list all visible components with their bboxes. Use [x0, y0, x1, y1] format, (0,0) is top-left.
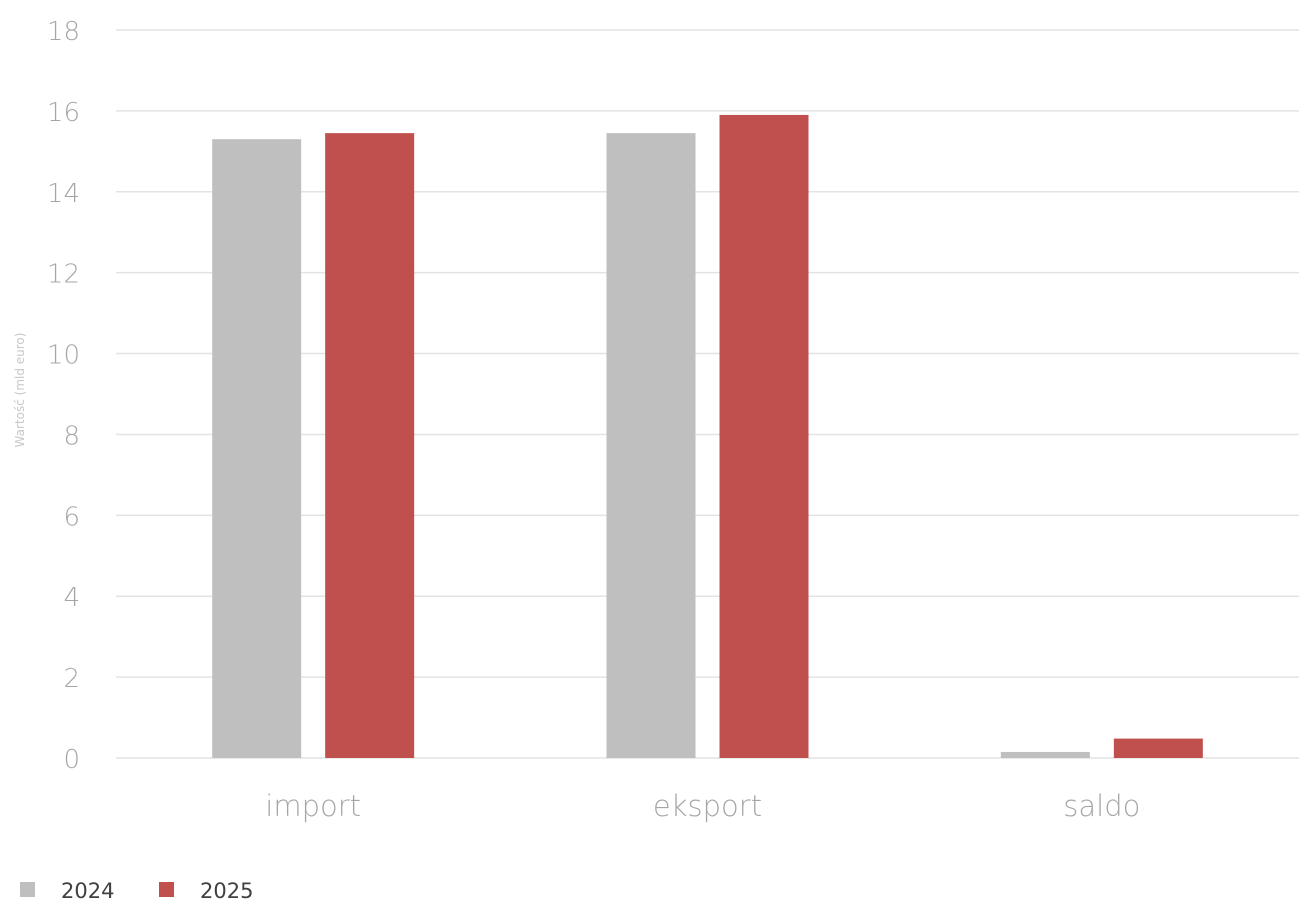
x-category-label: eksport — [653, 789, 762, 823]
y-tick-label: 8 — [63, 421, 80, 451]
y-tick-label: 0 — [63, 745, 80, 775]
x-category-label: import — [265, 789, 361, 823]
y-tick-label: 10 — [47, 341, 80, 371]
y-tick-label: 12 — [47, 260, 80, 290]
legend-label: 2025 — [200, 879, 253, 902]
y-axis-title: Wartość (mld euro) — [13, 333, 27, 448]
legend-swatch-2024 — [20, 882, 35, 897]
y-tick-label: 18 — [47, 17, 80, 47]
bar-eksport-2024 — [606, 133, 696, 759]
y-tick-label: 14 — [47, 179, 80, 209]
gridlines — [116, 29, 1299, 759]
legend-swatch-2025 — [159, 882, 174, 897]
bar-saldo-2025 — [1113, 738, 1203, 758]
y-axis-ticks: 0 2 4 6 8 10 12 14 16 18 — [47, 17, 80, 775]
legend-label: 2024 — [61, 879, 114, 902]
legend: 2024 2025 — [20, 879, 253, 902]
x-axis-categories: import eksport saldo — [265, 789, 1140, 823]
bar-import-2025 — [325, 133, 415, 759]
x-category-label: saldo — [1063, 789, 1140, 823]
bars — [212, 114, 1203, 759]
y-tick-label: 2 — [63, 664, 80, 694]
y-tick-label: 4 — [63, 583, 80, 613]
bar-eksport-2025 — [719, 114, 809, 758]
y-tick-label: 16 — [47, 98, 80, 128]
bar-import-2024 — [212, 139, 302, 758]
bar-saldo-2024 — [1000, 751, 1090, 758]
y-tick-label: 6 — [63, 502, 80, 532]
